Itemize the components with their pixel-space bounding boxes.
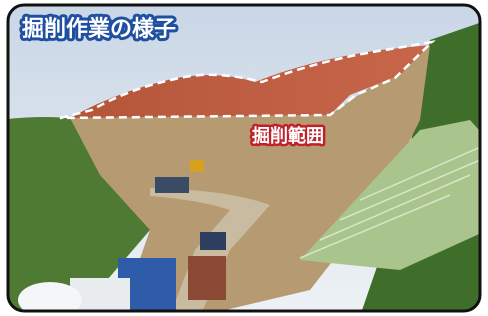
excavator bbox=[190, 160, 204, 172]
annotation: 掘削範囲 bbox=[252, 125, 324, 147]
truck bbox=[155, 177, 189, 193]
truck bbox=[188, 256, 226, 300]
title: 掘削作業の様子 bbox=[22, 16, 176, 42]
truck bbox=[200, 232, 226, 250]
scene bbox=[0, 0, 488, 316]
photo-frame: 掘削作業の様子 掘削範囲 bbox=[0, 0, 488, 316]
